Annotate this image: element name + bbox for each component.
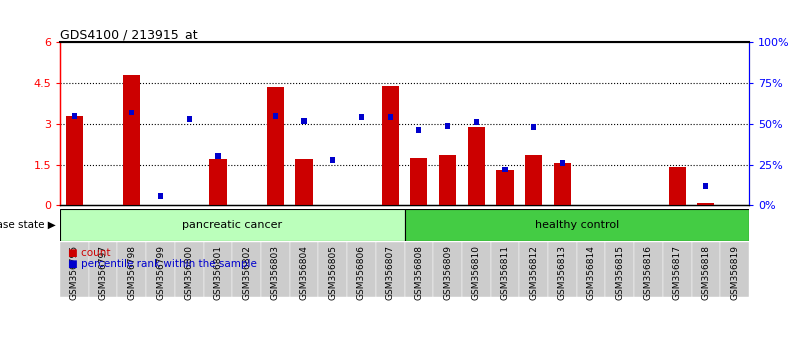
Bar (296, 159, 312, 205)
Text: GSM356797: GSM356797 (99, 245, 107, 300)
Text: GSM356812: GSM356812 (529, 245, 538, 300)
FancyBboxPatch shape (347, 242, 376, 297)
Bar (439, 155, 456, 205)
FancyBboxPatch shape (232, 242, 261, 297)
Text: GSM356799: GSM356799 (156, 245, 165, 300)
FancyBboxPatch shape (634, 242, 663, 297)
Bar (525, 155, 542, 205)
Text: GSM356804: GSM356804 (300, 245, 308, 300)
Bar (468, 127, 485, 205)
FancyBboxPatch shape (663, 242, 691, 297)
Bar (72, 113, 77, 119)
FancyBboxPatch shape (577, 242, 606, 297)
Bar (531, 124, 536, 130)
FancyBboxPatch shape (290, 242, 318, 297)
FancyBboxPatch shape (548, 242, 577, 297)
Text: GSM356806: GSM356806 (357, 245, 366, 300)
Bar (66, 116, 83, 205)
Bar (60, 209, 405, 241)
Bar (473, 119, 479, 125)
Text: ■ percentile rank within the sample: ■ percentile rank within the sample (68, 259, 257, 269)
Text: GSM356805: GSM356805 (328, 245, 337, 300)
Text: GSM356816: GSM356816 (644, 245, 653, 300)
Text: GSM356817: GSM356817 (673, 245, 682, 300)
Text: GSM356802: GSM356802 (242, 245, 252, 300)
Bar (497, 170, 513, 205)
Text: disease state ▶: disease state ▶ (0, 220, 56, 230)
FancyBboxPatch shape (519, 242, 548, 297)
FancyBboxPatch shape (60, 242, 89, 297)
Text: GSM356800: GSM356800 (185, 245, 194, 300)
Text: GSM356796: GSM356796 (70, 245, 79, 300)
Bar (669, 167, 686, 205)
FancyBboxPatch shape (405, 242, 433, 297)
Text: GSM356819: GSM356819 (730, 245, 739, 300)
FancyBboxPatch shape (376, 242, 405, 297)
Bar (215, 154, 220, 159)
FancyBboxPatch shape (462, 242, 490, 297)
Text: GSM356801: GSM356801 (213, 245, 223, 300)
FancyBboxPatch shape (175, 242, 203, 297)
Text: GSM356807: GSM356807 (385, 245, 395, 300)
Text: healthy control: healthy control (534, 220, 619, 230)
Text: GSM356818: GSM356818 (702, 245, 710, 300)
Bar (123, 75, 140, 205)
Bar (330, 157, 336, 163)
FancyBboxPatch shape (261, 242, 290, 297)
FancyBboxPatch shape (606, 242, 634, 297)
FancyBboxPatch shape (89, 242, 118, 297)
Bar (445, 122, 450, 129)
Bar (267, 87, 284, 205)
FancyBboxPatch shape (146, 242, 175, 297)
Bar (417, 127, 421, 133)
Bar (129, 109, 135, 115)
Bar (502, 166, 508, 172)
Text: GSM356808: GSM356808 (414, 245, 424, 300)
Bar (553, 163, 571, 205)
Bar (209, 159, 227, 205)
Text: GSM356803: GSM356803 (271, 245, 280, 300)
FancyBboxPatch shape (490, 242, 519, 297)
Bar (388, 114, 392, 120)
Bar (703, 183, 708, 189)
FancyBboxPatch shape (318, 242, 347, 297)
Bar (158, 193, 163, 199)
Bar (187, 116, 191, 122)
Text: GSM356811: GSM356811 (501, 245, 509, 300)
Text: GSM356813: GSM356813 (557, 245, 567, 300)
Bar (381, 86, 399, 205)
Bar (697, 202, 714, 205)
Bar (273, 113, 278, 119)
Text: pancreatic cancer: pancreatic cancer (183, 220, 283, 230)
Text: GSM356814: GSM356814 (586, 245, 596, 300)
FancyBboxPatch shape (433, 242, 462, 297)
Text: GDS4100 / 213915_at: GDS4100 / 213915_at (60, 28, 198, 41)
Text: ■ count: ■ count (68, 248, 111, 258)
Text: GSM356810: GSM356810 (472, 245, 481, 300)
FancyBboxPatch shape (691, 242, 720, 297)
Bar (301, 118, 307, 124)
FancyBboxPatch shape (118, 242, 146, 297)
FancyBboxPatch shape (203, 242, 232, 297)
Bar (410, 158, 428, 205)
Text: GSM356815: GSM356815 (615, 245, 624, 300)
Text: GSM356798: GSM356798 (127, 245, 136, 300)
Bar (359, 114, 364, 120)
FancyBboxPatch shape (720, 242, 749, 297)
Bar (560, 160, 565, 166)
Text: GSM356809: GSM356809 (443, 245, 452, 300)
Bar (405, 209, 749, 241)
